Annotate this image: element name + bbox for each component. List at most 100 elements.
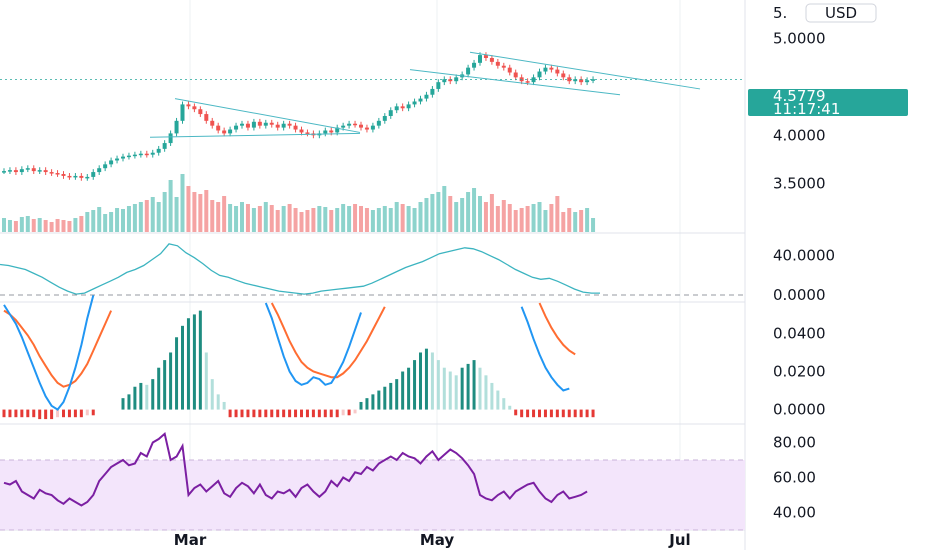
macd-histogram-bar bbox=[323, 409, 327, 418]
volume-bar bbox=[555, 196, 560, 232]
macd-histogram-bar bbox=[151, 379, 155, 410]
volume-bar bbox=[531, 204, 536, 232]
trendline bbox=[149, 132, 361, 138]
macd-histogram-bar bbox=[228, 409, 232, 418]
time-axis-tick: May bbox=[420, 531, 455, 549]
volume-bar bbox=[376, 208, 381, 232]
volume-bar bbox=[174, 197, 179, 232]
macd-histogram-bar bbox=[543, 409, 547, 418]
macd-histogram-bar bbox=[145, 384, 149, 410]
macd-histogram-bar bbox=[79, 409, 83, 418]
macd-histogram-bar bbox=[91, 409, 95, 416]
oscillator-panel[interactable] bbox=[0, 243, 745, 296]
macd-histogram-bar bbox=[573, 409, 577, 418]
volume-bar bbox=[501, 200, 506, 232]
candle-body bbox=[323, 130, 328, 134]
candle-body bbox=[204, 114, 209, 121]
macd-histogram-bar bbox=[347, 409, 351, 416]
volume-bar bbox=[293, 208, 298, 232]
volume-bar bbox=[382, 206, 387, 232]
candle-body bbox=[555, 69, 560, 74]
trendline bbox=[469, 51, 701, 90]
macd-histogram-bar bbox=[311, 409, 315, 418]
macd-histogram-bar bbox=[157, 367, 161, 410]
macd-histogram-bar bbox=[8, 409, 12, 418]
candle-body bbox=[281, 123, 286, 128]
macd-histogram-bar bbox=[561, 409, 565, 418]
macd-histogram-bar bbox=[424, 348, 428, 410]
candle-body bbox=[424, 94, 429, 99]
macd-histogram-bar bbox=[216, 394, 220, 410]
macd-histogram-bar bbox=[169, 352, 173, 410]
candle-body bbox=[305, 132, 310, 134]
volume-bar bbox=[311, 208, 316, 232]
volume-bar bbox=[424, 198, 429, 232]
rsi-panel[interactable] bbox=[0, 431, 745, 531]
candle-body bbox=[251, 121, 256, 128]
price-tag-bg bbox=[748, 89, 908, 116]
volume-bar bbox=[418, 202, 423, 232]
macd-axis-tick: 0.0400 bbox=[773, 324, 826, 342]
macd-histogram-bar bbox=[496, 390, 500, 410]
volume-bar bbox=[138, 202, 143, 232]
macd-panel[interactable] bbox=[2, 295, 595, 420]
candle-body bbox=[299, 129, 304, 133]
volume-bar bbox=[549, 204, 554, 232]
price-panel[interactable] bbox=[0, 51, 745, 232]
volume-bar bbox=[162, 192, 167, 232]
volume-bar bbox=[317, 206, 322, 232]
candle-body bbox=[216, 125, 221, 131]
volume-bar bbox=[579, 210, 584, 232]
candle-body bbox=[19, 169, 24, 173]
candle-body bbox=[406, 104, 411, 109]
macd-histogram-bar bbox=[549, 409, 553, 418]
candle-body bbox=[359, 124, 363, 128]
currency-selector[interactable]: 5. USD bbox=[773, 3, 877, 23]
candle-body bbox=[25, 168, 30, 170]
candle-body bbox=[591, 79, 596, 81]
currency-label: USD bbox=[825, 4, 857, 22]
volume-bar bbox=[364, 208, 369, 232]
volume-bar bbox=[370, 210, 375, 232]
candle-body bbox=[186, 104, 191, 107]
volume-bar bbox=[400, 204, 405, 232]
candle-body bbox=[43, 170, 48, 173]
macd-histogram-bar bbox=[198, 310, 202, 410]
volume-bar bbox=[150, 197, 155, 232]
macd-histogram-bar bbox=[163, 360, 167, 410]
candle-body bbox=[97, 168, 102, 173]
candle-body bbox=[412, 101, 417, 105]
candle-body bbox=[263, 122, 268, 126]
macd-histogram-bar bbox=[62, 409, 65, 418]
volume-bar bbox=[305, 210, 310, 232]
volume-bar bbox=[335, 208, 340, 232]
macd-histogram-bar bbox=[442, 367, 446, 410]
volume-bar bbox=[19, 217, 24, 232]
volume-bar bbox=[204, 190, 209, 232]
volume-bar bbox=[388, 208, 393, 232]
price-axis[interactable]: 5.0000 4.0000 3.5000 40.0000 0.0000 0.0400 0.0… bbox=[773, 30, 835, 522]
macd-histogram-bar bbox=[181, 325, 184, 410]
macd-histogram-bar bbox=[192, 314, 196, 410]
candle-body bbox=[275, 124, 280, 128]
volume-bar bbox=[97, 207, 102, 232]
macd-histogram-bar bbox=[317, 409, 321, 418]
candle-body bbox=[144, 153, 149, 156]
candle-body bbox=[531, 77, 536, 83]
macd-histogram-bar bbox=[341, 409, 345, 416]
macd-histogram-bar bbox=[478, 367, 482, 410]
macd-histogram-bar bbox=[579, 409, 583, 418]
currency-box[interactable] bbox=[805, 3, 877, 23]
volume-bar bbox=[109, 212, 114, 232]
macd-histogram-bar bbox=[472, 360, 476, 410]
time-axis[interactable]: Mar May Jul bbox=[174, 531, 691, 549]
candle-body bbox=[549, 67, 554, 70]
macd-histogram-bar bbox=[246, 409, 250, 418]
volume-bar bbox=[412, 208, 417, 232]
candle-body bbox=[537, 71, 542, 78]
candle-body bbox=[85, 176, 90, 179]
volume-bar bbox=[37, 218, 42, 232]
candle-body bbox=[329, 130, 334, 133]
macd-histogram-bar bbox=[44, 409, 48, 420]
volume-bar bbox=[591, 218, 596, 232]
